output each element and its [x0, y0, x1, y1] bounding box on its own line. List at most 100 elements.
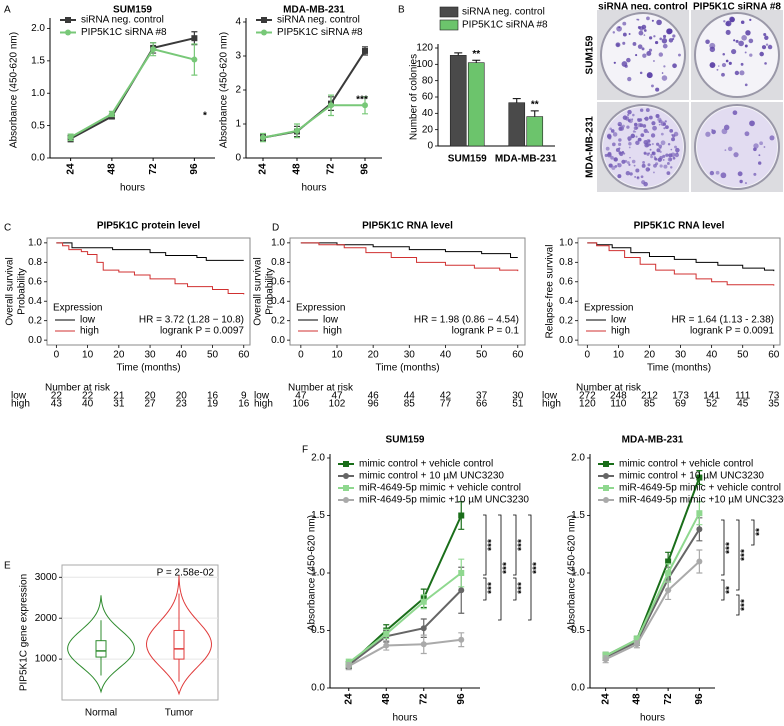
y-tick-label: 20: [422, 124, 434, 135]
colony: [724, 149, 727, 152]
marker: [420, 598, 427, 605]
colony: [672, 63, 677, 69]
colony: [658, 123, 661, 126]
plate-row-label: SUM159: [585, 35, 596, 74]
colony: [659, 150, 662, 153]
y-tick-label: 0.2: [28, 315, 42, 326]
colony: [722, 53, 726, 56]
colony: [631, 159, 636, 164]
colony: [669, 128, 674, 133]
legend-title: Expression: [53, 303, 102, 314]
colony: [709, 170, 715, 176]
y-tick-label: 60: [422, 92, 434, 103]
risk-count: 23: [176, 399, 188, 410]
colony: [744, 44, 748, 48]
colony: [612, 142, 616, 147]
colony: [626, 125, 630, 129]
survival-curve: [56, 242, 245, 295]
y-tick-label: 1: [235, 119, 241, 130]
risk-count: 21: [113, 391, 125, 402]
marker: [696, 474, 703, 481]
marker: [696, 510, 703, 517]
risk-count: 31: [113, 399, 125, 410]
colony: [610, 155, 614, 160]
risk-count: 40: [82, 399, 94, 410]
colony: [653, 156, 657, 159]
chart-title: SUM159: [386, 435, 425, 446]
x-tick-label: 20: [644, 350, 656, 361]
colony: [761, 45, 767, 50]
legend-marker: [343, 485, 349, 491]
significance-bracket: [751, 519, 755, 546]
y-tick-label: 1.0: [31, 88, 45, 99]
panel-label: A: [4, 5, 11, 16]
colony: [634, 175, 637, 178]
marker: [633, 641, 640, 648]
significance-label: **: [725, 586, 736, 594]
risk-count: 46: [368, 391, 380, 402]
legend-marker: [603, 497, 609, 503]
y-axis-label: Absorbance (450-620 nm): [567, 515, 578, 631]
legend-label: mimic control + 10 µM UNC3230: [619, 471, 764, 482]
colony: [657, 117, 662, 122]
y-tick-label: 1.5: [31, 55, 45, 66]
risk-count: 212: [641, 391, 658, 402]
x-tick-label: 50: [737, 350, 749, 361]
colony: [662, 154, 666, 158]
colony: [622, 32, 627, 37]
x-axis-label: Time (months): [116, 363, 180, 374]
significance-bracket: [736, 594, 740, 616]
colony: [647, 139, 651, 143]
x-tick-label: 48: [107, 163, 118, 175]
error-bar: [530, 110, 539, 117]
statistics-label: logrank P = 0.0091: [690, 326, 774, 337]
colony: [658, 121, 661, 124]
colony: [732, 110, 738, 116]
x-tick-label: 50: [207, 350, 219, 361]
colony: [642, 53, 647, 58]
x-tick-label: 50: [476, 350, 488, 361]
statistics-label: HR = 1.98 (0.86 − 4.54): [414, 315, 519, 326]
x-tick-label: 20: [113, 350, 125, 361]
survival-curve: [56, 242, 244, 261]
colony: [627, 119, 631, 123]
colony: [721, 72, 725, 77]
colony: [627, 113, 630, 117]
colony: [621, 159, 626, 164]
colony: [635, 168, 640, 173]
colony: [633, 164, 636, 167]
y-tick-label: 2.0: [311, 453, 325, 464]
legend-title: Expression: [296, 303, 345, 314]
x-tick-label: 30: [144, 350, 156, 361]
risk-count: 96: [368, 399, 380, 410]
colony: [650, 155, 654, 159]
colony: [643, 34, 646, 36]
x-tick-label: 40: [440, 350, 452, 361]
statistics-label: HR = 3.72 (1.28 − 10.8): [139, 315, 244, 326]
colony: [666, 171, 671, 175]
risk-count: 43: [51, 399, 63, 410]
legend-label: miR-4649-5p mimic + vehicle control: [359, 483, 521, 494]
colony: [615, 42, 621, 48]
colony: [662, 34, 667, 39]
x-tick-label: 30: [675, 350, 687, 361]
colony: [612, 31, 616, 34]
colony: [763, 146, 766, 148]
x-tick-label: SUM159: [448, 154, 487, 165]
series-line: [348, 638, 462, 668]
colony: [663, 65, 666, 68]
colony: [652, 125, 657, 131]
marker: [696, 558, 703, 565]
series-line: [605, 528, 701, 658]
colony: [646, 16, 650, 21]
risk-count: 111: [735, 391, 751, 402]
risk-count: 66: [476, 399, 488, 410]
colony: [613, 61, 616, 64]
risk-count: 22: [82, 391, 94, 402]
panel-label: B: [398, 5, 405, 16]
colony: [623, 152, 626, 155]
y-tick-label: 0.0: [31, 153, 45, 164]
colony: [651, 121, 656, 126]
risk-count: 85: [644, 399, 656, 410]
series-line: [262, 104, 365, 139]
